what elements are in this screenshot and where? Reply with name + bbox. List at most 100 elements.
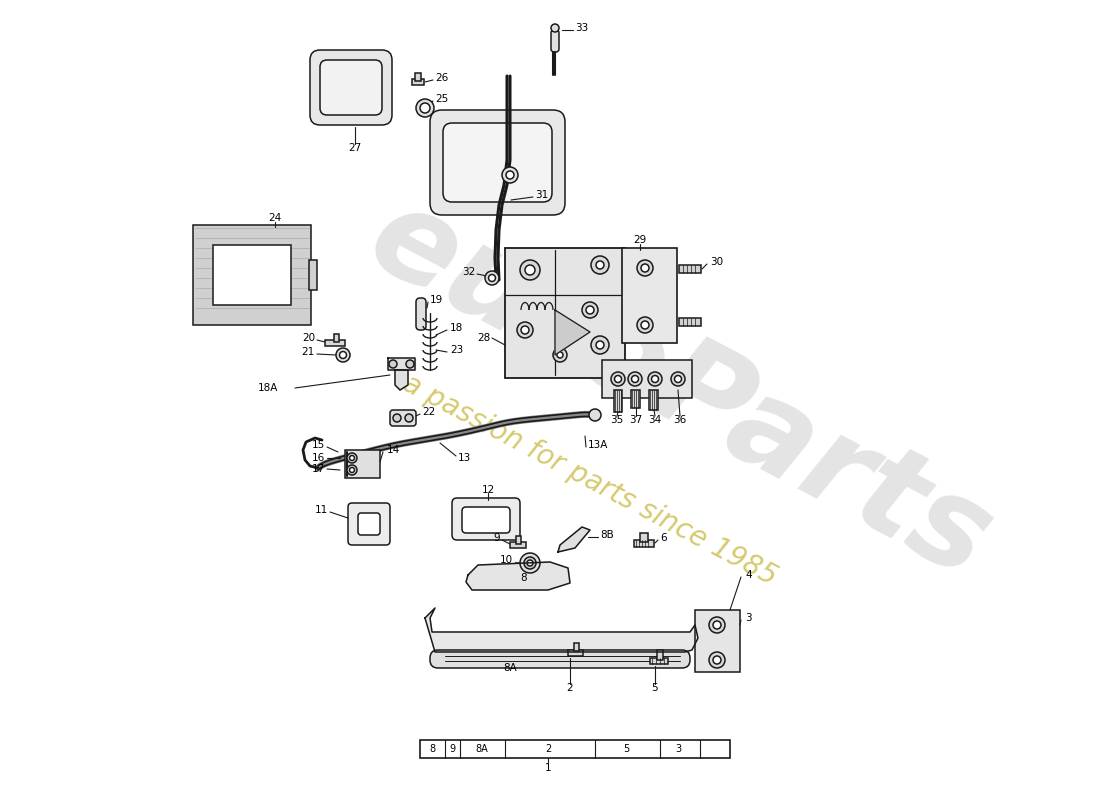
Circle shape xyxy=(651,375,659,382)
Circle shape xyxy=(641,264,649,272)
Circle shape xyxy=(416,99,434,117)
Circle shape xyxy=(551,24,559,32)
Circle shape xyxy=(713,656,721,664)
Circle shape xyxy=(405,414,412,422)
Circle shape xyxy=(350,467,354,473)
Text: 8A: 8A xyxy=(475,744,488,754)
Circle shape xyxy=(674,375,682,382)
Bar xyxy=(192,225,311,325)
Circle shape xyxy=(628,372,642,386)
Circle shape xyxy=(553,348,566,362)
Circle shape xyxy=(520,260,540,280)
Text: a passion for parts since 1985: a passion for parts since 1985 xyxy=(398,369,782,591)
Circle shape xyxy=(485,271,499,285)
FancyBboxPatch shape xyxy=(462,507,510,533)
Circle shape xyxy=(506,171,514,179)
Text: 9: 9 xyxy=(449,744,455,754)
Circle shape xyxy=(596,341,604,349)
Text: 17: 17 xyxy=(311,464,324,474)
FancyBboxPatch shape xyxy=(551,30,559,52)
Text: 13A: 13A xyxy=(588,440,608,450)
Bar xyxy=(540,572,554,578)
Circle shape xyxy=(488,274,495,282)
Circle shape xyxy=(710,652,725,668)
Text: 13: 13 xyxy=(458,453,471,463)
Circle shape xyxy=(521,326,529,334)
Text: 35: 35 xyxy=(610,415,624,425)
FancyBboxPatch shape xyxy=(358,513,379,535)
Bar xyxy=(634,540,654,547)
Text: 18: 18 xyxy=(450,323,463,333)
Text: 22: 22 xyxy=(422,407,436,417)
Circle shape xyxy=(637,317,653,333)
Text: 12: 12 xyxy=(482,485,495,495)
Text: 31: 31 xyxy=(535,190,548,200)
Circle shape xyxy=(615,375,622,382)
Text: 8: 8 xyxy=(520,573,527,583)
Text: 30: 30 xyxy=(710,257,723,267)
Text: 3: 3 xyxy=(745,613,751,623)
Circle shape xyxy=(406,360,414,368)
FancyBboxPatch shape xyxy=(430,110,565,215)
Text: 8A: 8A xyxy=(503,663,517,673)
Text: 4: 4 xyxy=(745,570,751,580)
Circle shape xyxy=(591,256,609,274)
Bar xyxy=(602,360,692,398)
Text: 24: 24 xyxy=(268,213,282,223)
Text: 8B: 8B xyxy=(600,530,614,540)
Bar xyxy=(679,265,701,273)
Bar xyxy=(412,79,424,85)
Text: 21: 21 xyxy=(301,347,315,357)
Bar xyxy=(568,650,583,656)
Text: 2: 2 xyxy=(544,744,551,754)
Circle shape xyxy=(346,465,358,475)
Bar xyxy=(679,318,701,326)
Text: 32: 32 xyxy=(462,267,475,277)
Circle shape xyxy=(591,336,609,354)
Polygon shape xyxy=(558,527,590,552)
Polygon shape xyxy=(425,608,698,652)
Bar xyxy=(516,536,521,544)
Bar xyxy=(631,390,640,408)
Bar xyxy=(324,340,345,346)
Text: euroParts: euroParts xyxy=(349,176,1011,604)
Circle shape xyxy=(710,617,725,633)
Circle shape xyxy=(596,261,604,269)
Bar xyxy=(213,245,292,305)
Bar xyxy=(309,260,317,290)
Text: 26: 26 xyxy=(434,73,449,83)
FancyBboxPatch shape xyxy=(310,50,392,125)
Circle shape xyxy=(340,351,346,358)
Circle shape xyxy=(671,372,685,386)
Text: 20: 20 xyxy=(301,333,315,343)
Circle shape xyxy=(610,372,625,386)
Bar xyxy=(544,565,550,573)
Text: 5: 5 xyxy=(623,744,629,754)
Text: 36: 36 xyxy=(673,415,686,425)
Text: 11: 11 xyxy=(315,505,328,515)
Text: 23: 23 xyxy=(450,345,463,355)
Bar xyxy=(649,390,658,410)
Circle shape xyxy=(517,322,534,338)
Circle shape xyxy=(713,621,721,629)
Circle shape xyxy=(637,260,653,276)
Text: 16: 16 xyxy=(311,453,324,463)
Circle shape xyxy=(527,560,534,566)
Circle shape xyxy=(502,167,518,183)
Bar xyxy=(657,650,663,660)
Text: 14: 14 xyxy=(387,445,400,455)
Bar xyxy=(505,248,625,378)
Text: 9: 9 xyxy=(494,533,501,543)
Polygon shape xyxy=(556,310,590,355)
Polygon shape xyxy=(395,370,408,390)
Circle shape xyxy=(525,265,535,275)
Text: 28: 28 xyxy=(476,333,490,343)
Text: 19: 19 xyxy=(430,295,443,305)
Polygon shape xyxy=(466,562,570,590)
Text: 34: 34 xyxy=(648,415,661,425)
Circle shape xyxy=(648,372,662,386)
Text: 3: 3 xyxy=(675,744,681,754)
FancyBboxPatch shape xyxy=(443,123,552,202)
Text: 25: 25 xyxy=(434,94,449,104)
Text: 27: 27 xyxy=(349,143,362,153)
